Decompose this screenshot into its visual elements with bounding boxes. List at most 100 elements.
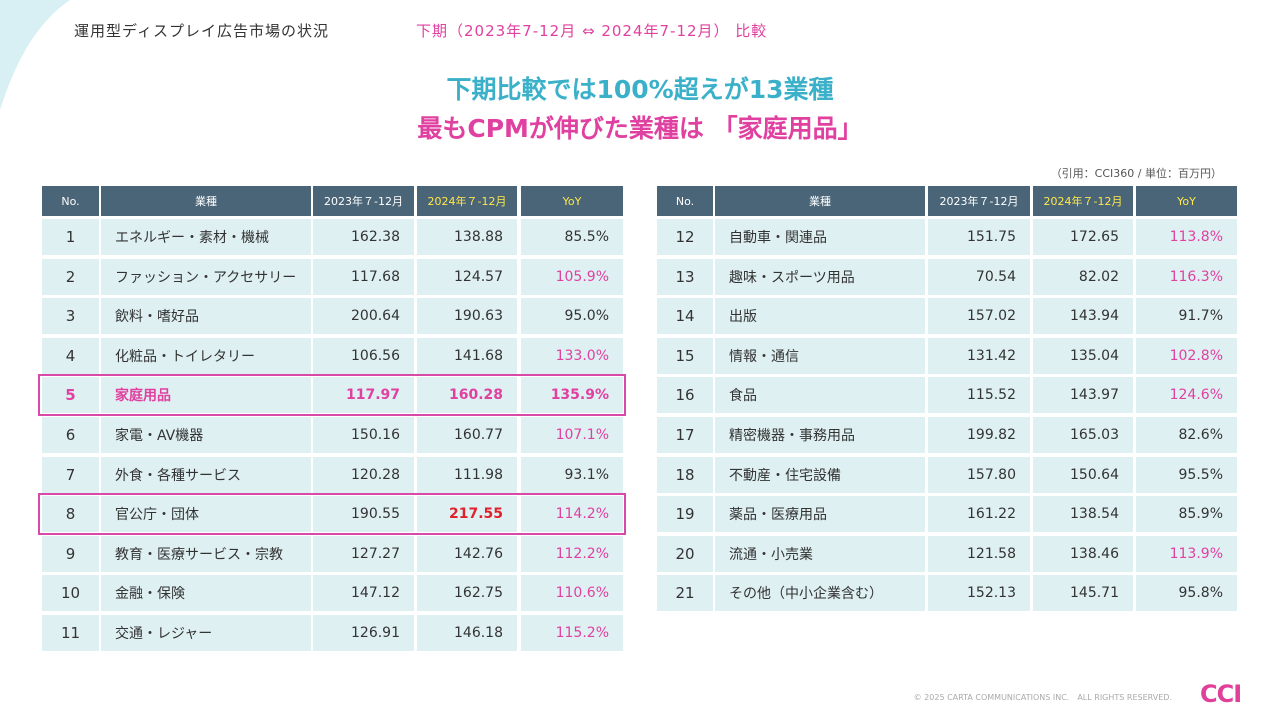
table-cell: 147.12 — [313, 575, 414, 612]
table-cell: 157.80 — [928, 456, 1030, 493]
table-cell: 食品 — [715, 377, 925, 414]
table-cell: 82.6% — [1136, 417, 1237, 453]
table-cell: 家庭用品 — [101, 377, 311, 414]
table-cell: 10 — [42, 575, 99, 612]
table-cell: 160.77 — [417, 417, 517, 453]
table-cell: 95.5% — [1136, 456, 1237, 493]
table-cell: 113.9% — [1136, 535, 1237, 572]
table-cell: 21 — [657, 575, 713, 612]
table-cell: 162.75 — [417, 575, 517, 612]
table-cell: 190.55 — [313, 496, 414, 533]
table-cell: 13 — [657, 258, 713, 295]
table-cell: ファッション・アクセサリー — [101, 258, 311, 295]
table-cell: 124.57 — [417, 258, 517, 295]
table-cell: 133.0% — [521, 337, 623, 374]
table-cell: 自動車・関連品 — [715, 219, 925, 255]
headline: 下期比較では100%超えが13業種 — [446, 75, 834, 104]
column-header: YoY — [521, 186, 623, 216]
table-cell: 161.22 — [928, 496, 1030, 533]
table-cell: 7 — [42, 456, 99, 493]
table-cell: 111.98 — [417, 456, 517, 493]
table-cell: 106.56 — [313, 337, 414, 374]
table-cell: 1 — [42, 219, 99, 255]
table-cell: 93.1% — [521, 456, 623, 493]
table-cell: 出版 — [715, 298, 925, 335]
table-cell: 190.63 — [417, 298, 517, 335]
table-cell: 14 — [657, 298, 713, 335]
table-cell: 2 — [42, 258, 99, 295]
table-cell: 143.97 — [1033, 377, 1133, 414]
logo: CCI — [1200, 680, 1242, 708]
table-cell: 150.16 — [313, 417, 414, 453]
table-cell: 官公庁・団体 — [101, 496, 311, 533]
table-cell: 146.18 — [417, 615, 517, 651]
table-cell: 16 — [657, 377, 713, 414]
table-cell: 120.28 — [313, 456, 414, 493]
table-cell: 114.2% — [521, 496, 623, 533]
table-cell: 143.94 — [1033, 298, 1133, 335]
table-cell: 飲料・嗜好品 — [101, 298, 311, 335]
table-cell: 102.8% — [1136, 337, 1237, 374]
highlight-box — [38, 493, 626, 536]
copyright: © 2025 CARTA COMMUNICATIONS INC. ALL RIG… — [913, 693, 1172, 702]
table-cell: 112.2% — [521, 535, 623, 572]
table-cell: 8 — [42, 496, 99, 533]
table-cell: 17 — [657, 417, 713, 453]
note: （引用：CCI360 / 単位：百万円） — [1050, 167, 1222, 180]
table-cell: 18 — [657, 456, 713, 493]
table-cell: 金融・保険 — [101, 575, 311, 612]
table-cell: 127.27 — [313, 535, 414, 572]
table-cell: 交通・レジャー — [101, 615, 311, 651]
table-cell: 趣味・スポーツ用品 — [715, 258, 925, 295]
table-cell: 200.64 — [313, 298, 414, 335]
table-cell: 9 — [42, 535, 99, 572]
table-cell: 135.04 — [1033, 337, 1133, 374]
subtitle: 下期（2023年7-12月 ⇔ 2024年7-12月） 比較 — [416, 22, 768, 40]
table-cell: 3 — [42, 298, 99, 335]
table-cell: 家電・AV機器 — [101, 417, 311, 453]
table-cell: 165.03 — [1033, 417, 1133, 453]
table-cell: 151.75 — [928, 219, 1030, 255]
highlight-box — [38, 374, 626, 417]
table-cell: 116.3% — [1136, 258, 1237, 295]
table-cell: 70.54 — [928, 258, 1030, 295]
table-cell: 113.8% — [1136, 219, 1237, 255]
column-header: 業種 — [715, 186, 925, 216]
table-cell: 15 — [657, 337, 713, 374]
table-cell: 199.82 — [928, 417, 1030, 453]
table-cell: 105.9% — [521, 258, 623, 295]
table-cell: 85.5% — [521, 219, 623, 255]
table-cell: 138.88 — [417, 219, 517, 255]
table-cell: 217.55 — [417, 496, 517, 533]
table-cell: 不動産・住宅設備 — [715, 456, 925, 493]
table-cell: 107.1% — [521, 417, 623, 453]
table-cell: 情報・通信 — [715, 337, 925, 374]
table-cell: 91.7% — [1136, 298, 1237, 335]
table-cell: 172.65 — [1033, 219, 1133, 255]
table-cell: 131.42 — [928, 337, 1030, 374]
table-cell: 110.6% — [521, 575, 623, 612]
table-cell: 126.91 — [313, 615, 414, 651]
column-header: No. — [657, 186, 713, 216]
title: 運用型ディスプレイ広告市場の状況 — [74, 22, 329, 40]
table-cell: 157.02 — [928, 298, 1030, 335]
column-header: 2024年７-12月 — [1033, 186, 1133, 216]
table-cell: 162.38 — [313, 219, 414, 255]
table-cell: 教育・医療サービス・宗教 — [101, 535, 311, 572]
table-cell: 138.46 — [1033, 535, 1133, 572]
column-header: 業種 — [101, 186, 311, 216]
table-cell: 141.68 — [417, 337, 517, 374]
decoration — [0, 0, 70, 110]
table-cell: 5 — [42, 377, 99, 414]
column-header: 2023年７-12月 — [313, 186, 414, 216]
table-cell: 152.13 — [928, 575, 1030, 612]
column-header: 2023年７-12月 — [928, 186, 1030, 216]
table-cell: 117.97 — [313, 377, 414, 414]
table-cell: 12 — [657, 219, 713, 255]
column-header: 2024年７-12月 — [417, 186, 517, 216]
table-cell: 82.02 — [1033, 258, 1133, 295]
table-cell: 121.58 — [928, 535, 1030, 572]
table-cell: 6 — [42, 417, 99, 453]
table-cell: 外食・各種サービス — [101, 456, 311, 493]
